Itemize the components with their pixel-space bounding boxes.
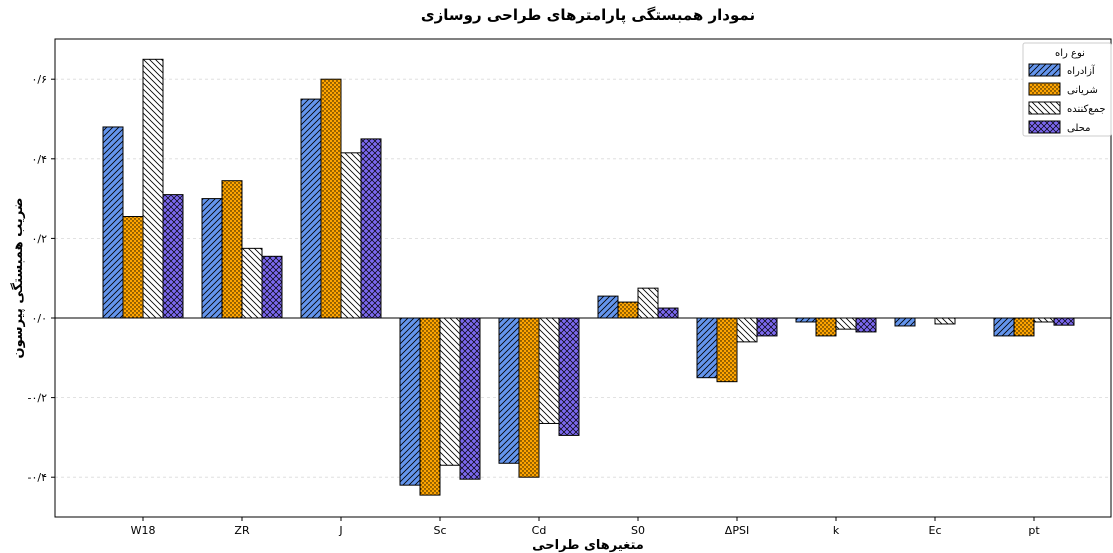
bar-j-series-1-hatch — [300, 98, 322, 319]
legend-swatch-hatch — [1028, 82, 1061, 96]
x-tick-label: ZR — [234, 524, 250, 537]
y-tick-label: ۰/۰ — [31, 312, 47, 325]
bar-psi-series-3-hatch — [736, 317, 758, 343]
plot-frame — [54, 38, 1112, 518]
legend-title: نوع راه — [1055, 48, 1085, 59]
bar-pt-series-1-hatch — [993, 317, 1015, 337]
bar-sc-series-4-hatch — [459, 317, 481, 480]
bar-w18-series-4-hatch — [162, 194, 184, 319]
x-tick-label: k — [833, 524, 840, 537]
x-tick-label: J — [338, 524, 342, 537]
bar-sc-series-3-hatch — [439, 317, 461, 466]
legend-label: شریانی — [1067, 85, 1098, 96]
x-tick-label: Sc — [433, 524, 446, 537]
bar-j-series-2-hatch — [320, 78, 342, 319]
bar-zr-series-1-hatch — [201, 198, 223, 319]
legend-label: محلی — [1067, 123, 1090, 134]
x-tick-label: W18 — [131, 524, 156, 537]
bar-j-series-4-hatch — [360, 138, 382, 319]
bar-w18-series-3-hatch — [142, 58, 164, 319]
y-tick-label: -۰/۴ — [28, 471, 48, 484]
y-axis-label: ضریب همبستگی پیرسون — [10, 198, 26, 359]
bar-cd-series-3-hatch — [538, 317, 560, 424]
bar-zr-series-3-hatch — [241, 247, 263, 319]
bar-cd-series-2-hatch — [518, 317, 540, 478]
x-tick-label: S0 — [631, 524, 645, 537]
y-tick-label: ۰/۲ — [31, 232, 47, 245]
bar-pt-series-4-hatch — [1053, 317, 1075, 326]
x-tick-label: ΔPSI — [725, 524, 749, 537]
bar-psi-series-1-hatch — [696, 317, 718, 379]
x-tick-label: Cd — [532, 524, 547, 537]
legend-swatch-hatch — [1028, 101, 1061, 115]
bar-psi-series-2-hatch — [716, 317, 738, 383]
bar-ec-series-3-hatch — [934, 317, 956, 325]
bar-sc-series-2-hatch — [419, 317, 441, 496]
legend: نوع راه آزادراه شریانی جمع‌کننده محلی — [1022, 42, 1112, 137]
bar-s0-series-2-hatch — [617, 301, 639, 319]
legend-label: آزادراه — [1067, 64, 1096, 77]
bar-psi-series-4-hatch — [756, 317, 778, 337]
bar-pt-series-2-hatch — [1013, 317, 1035, 337]
x-tick-label: pt — [1028, 524, 1040, 537]
bar-cd-series-4-hatch — [558, 317, 580, 436]
legend-swatch-hatch — [1028, 63, 1061, 77]
bar-zr-series-4-hatch — [261, 255, 283, 319]
legend-label: جمع‌کننده — [1067, 104, 1106, 115]
bars — [102, 58, 1075, 496]
legend-swatch-hatch — [1028, 120, 1061, 134]
x-tick-label: Ec — [929, 524, 942, 537]
chart-title: نمودار همبستگی پارامترهای طراحی روسازی — [421, 6, 755, 25]
y-tick-label: ۰/۴ — [31, 153, 47, 166]
bar-k-series-3-hatch — [835, 317, 857, 330]
bar-ec-series-1-hatch — [894, 317, 916, 327]
bar-pt-series-3-hatch — [1033, 317, 1055, 323]
bar-w18-series-2-hatch — [122, 216, 144, 319]
bar-s0-series-4-hatch — [657, 307, 679, 319]
y-tick-label: -۰/۲ — [28, 392, 48, 405]
bar-w18-series-1-hatch — [102, 126, 124, 319]
x-axis-ticks: W18 ZR J Sc Cd S0 ΔPSI k Ec pt — [131, 517, 1040, 537]
bar-s0-series-1-hatch — [597, 295, 619, 319]
y-axis-ticks: -۰/۴ -۰/۲ ۰/۰ ۰/۲ ۰/۴ ۰/۶ — [28, 73, 55, 484]
y-tick-label: ۰/۶ — [31, 73, 47, 86]
bar-zr-series-2-hatch — [221, 180, 243, 319]
x-axis-label: متغیرهای طراحی — [532, 538, 644, 553]
bar-cd-series-1-hatch — [498, 317, 520, 464]
bar-k-series-2-hatch — [815, 317, 837, 337]
bar-j-series-3-hatch — [340, 152, 362, 319]
bar-k-series-4-hatch — [855, 317, 877, 333]
bar-k-series-1-hatch — [795, 317, 817, 323]
bar-sc-series-1-hatch — [399, 317, 421, 486]
bar-s0-series-3-hatch — [637, 287, 659, 319]
